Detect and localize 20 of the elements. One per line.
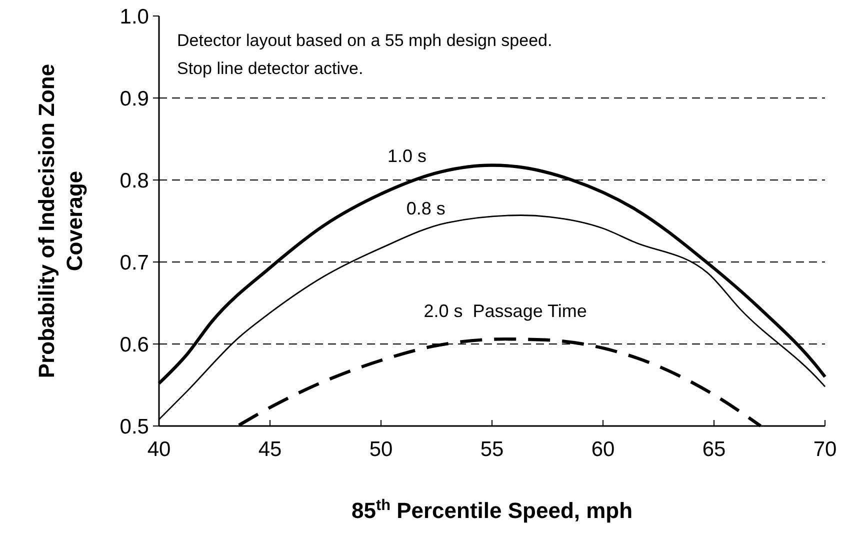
annotation: Detector layout based on a 55 mph design speed.	[177, 31, 552, 50]
x-tick-label: 55	[480, 438, 504, 461]
x-tick-label: 70	[813, 438, 837, 461]
y-axis-title: Probability of Indecision Zone Coverage	[34, 64, 87, 378]
x-tick-label: 40	[147, 438, 171, 461]
series-label: 2.0 s Passage Time	[424, 301, 587, 322]
y-tick-label: 0.6	[120, 333, 149, 356]
y-tick-label: 1.0	[120, 5, 149, 28]
x-tick-label: 45	[258, 438, 282, 461]
x-tick-label: 50	[369, 438, 393, 461]
x-axis-title: 85$^{th}$ Percentile Speed, mph	[351, 496, 633, 523]
series-label: 1.0 s	[387, 146, 427, 166]
x-tick-label: 65	[702, 438, 726, 461]
y-tick-label: 0.7	[120, 251, 149, 274]
annotation: Stop line detector active.	[177, 59, 364, 78]
x-tick-label: 60	[591, 438, 615, 461]
series-label: 0.8 s	[406, 198, 446, 218]
y-tick-label: 0.9	[120, 87, 149, 110]
y-tick-label: 0.5	[120, 415, 149, 438]
y-tick-label: 0.8	[120, 169, 149, 192]
